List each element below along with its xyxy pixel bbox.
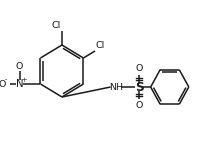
Text: S: S (134, 81, 143, 93)
Text: +: + (21, 77, 27, 83)
Text: O: O (135, 102, 142, 110)
Text: -: - (5, 76, 7, 82)
Text: O: O (0, 80, 6, 88)
Text: Cl: Cl (95, 41, 105, 50)
Text: NH: NH (109, 83, 123, 91)
Text: O: O (16, 61, 23, 70)
Text: N: N (16, 79, 23, 89)
Text: O: O (135, 63, 142, 73)
Text: Cl: Cl (51, 21, 61, 30)
